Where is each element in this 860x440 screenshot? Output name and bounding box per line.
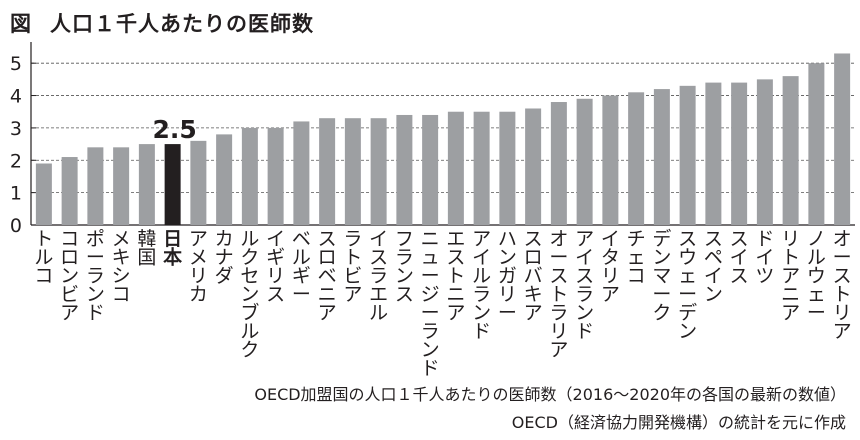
category-label: チェコ	[627, 228, 646, 287]
bar-スイス	[731, 82, 748, 225]
bar-オーストラリア	[550, 102, 567, 225]
bar-韓国	[138, 144, 155, 225]
bar-スロベニア	[319, 118, 336, 225]
category-label: アイルランド	[472, 228, 491, 343]
source-note-2: OECD（経済協力開発機構）の統計を元に作成	[511, 413, 846, 432]
category-label: アメリカ	[189, 228, 208, 306]
category-label: カナダ	[215, 228, 234, 287]
bar-スロバキア	[525, 108, 542, 225]
category-label: イスラエル	[369, 228, 388, 324]
bar-トルコ	[35, 163, 52, 225]
bar-スウェーデン	[679, 85, 696, 225]
bar-ベルギー	[293, 121, 310, 225]
y-tick-label: 4	[10, 86, 22, 108]
category-label: ニュージーランド	[421, 228, 440, 380]
y-tick-label: 5	[10, 53, 22, 75]
category-label: リトアニア	[781, 228, 800, 324]
category-label: スロベニア	[318, 228, 337, 324]
category-label: ノルウェー	[807, 228, 826, 324]
category-label: ルクセンブルク	[240, 228, 259, 361]
category-label: オーストラリア	[549, 228, 568, 361]
bar-ニュージーランド	[422, 114, 439, 225]
category-label: オーストリア	[833, 228, 852, 343]
category-label: コロンビア	[60, 228, 79, 324]
y-tick-label: 1	[10, 183, 22, 205]
bar-ポーランド	[87, 147, 104, 225]
bar-メキシコ	[113, 147, 130, 225]
bar-オーストリア	[834, 53, 851, 225]
bar-日本	[164, 144, 181, 225]
category-label: フランス	[395, 228, 414, 306]
bar-デンマーク	[653, 89, 670, 225]
category-label: スロバキア	[524, 228, 543, 324]
bar-ハンガリー	[499, 111, 516, 225]
bar-フランス	[396, 114, 413, 225]
category-label: トルコ	[34, 228, 53, 287]
y-tick-label: 0	[10, 215, 22, 237]
bar-コロンビア	[61, 157, 78, 225]
chart-title: 図人口１千人あたりの医師数	[10, 8, 314, 38]
bar-ノルウェー	[808, 63, 825, 225]
bar-チェコ	[628, 92, 645, 226]
category-label: スウェーデン	[678, 228, 697, 343]
bar-イスラエル	[370, 118, 387, 225]
category-label: ドイツ	[755, 228, 774, 287]
bar-ラトビア	[344, 118, 361, 225]
bar-イタリア	[602, 95, 619, 225]
bar-カナダ	[216, 134, 233, 225]
category-label: イギリス	[266, 228, 285, 306]
bar-アイルランド	[473, 111, 490, 225]
category-label: 日本	[163, 228, 182, 269]
title-text: 人口１千人あたりの医師数	[50, 12, 314, 36]
bar-リトアニア	[782, 76, 799, 225]
category-label: エストニア	[446, 228, 465, 324]
figure-label: 図	[10, 12, 32, 36]
category-label: イタリア	[601, 228, 620, 306]
category-label: ベルギー	[292, 228, 311, 306]
source-note-1: OECD加盟国の人口１千人あたりの医師数（2016〜2020年の各国の最新の数値…	[254, 385, 846, 404]
bar-ドイツ	[756, 79, 773, 225]
category-label: デンマーク	[652, 228, 671, 324]
bar-アメリカ	[190, 140, 207, 225]
bar-スペイン	[705, 82, 722, 225]
category-label: メキシコ	[112, 228, 131, 306]
bar-アイスランド	[576, 98, 593, 225]
category-label: スペイン	[704, 228, 723, 306]
category-label: 韓国	[137, 228, 156, 269]
y-tick-label: 3	[10, 118, 22, 140]
category-label: ラトビア	[343, 228, 362, 306]
category-label: ポーランド	[86, 228, 105, 324]
bar-エストニア	[447, 111, 464, 225]
category-label: スイス	[730, 228, 749, 287]
y-tick-label: 2	[10, 150, 22, 172]
highlight-value-label: 2.5	[152, 115, 196, 144]
category-label: ハンガリー	[498, 228, 517, 324]
category-label: アイスランド	[575, 228, 594, 343]
bar-ルクセンブルク	[241, 127, 258, 225]
bar-イギリス	[267, 127, 284, 225]
